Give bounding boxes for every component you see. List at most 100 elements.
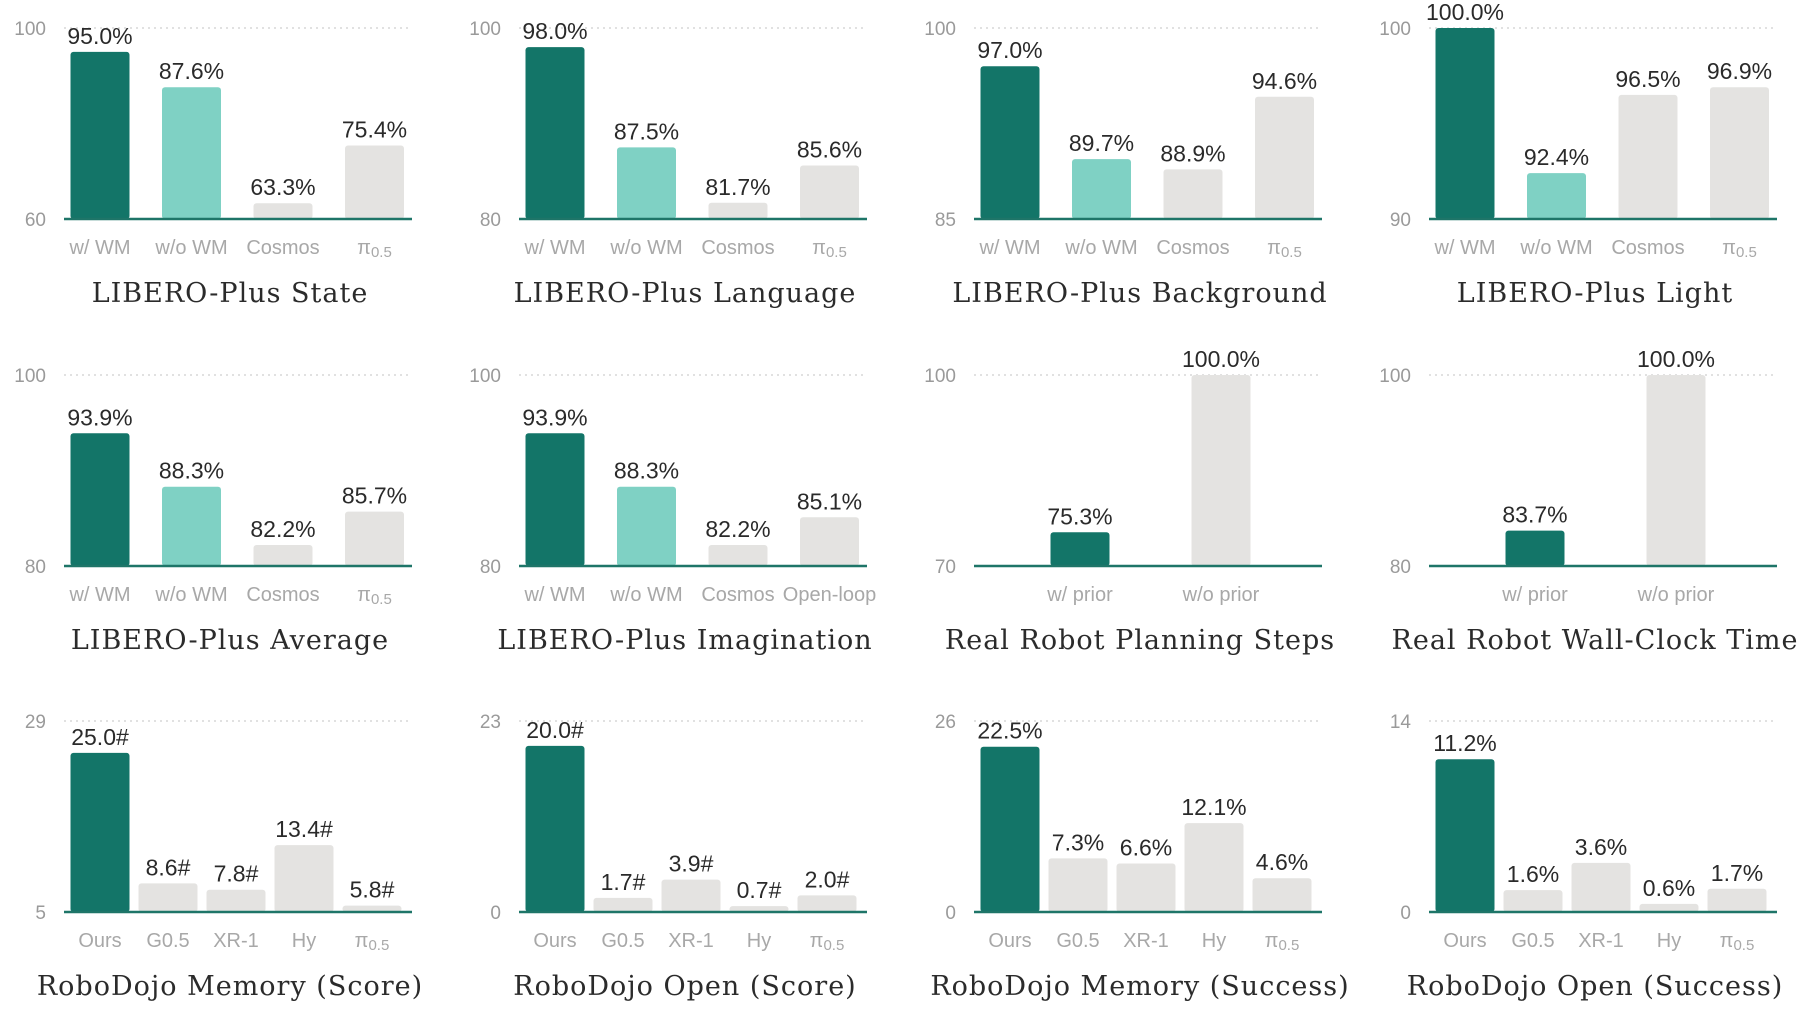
bar [345,145,404,219]
chart-title: LIBERO-Plus Imagination [497,625,873,656]
category-label: π0.5 [1720,930,1755,954]
value-label: 63.3% [250,174,315,200]
chart-panel: 85 100 97.0% w/ WM 89.7% w/o WM 88.9% Cosmos 94.… [910,0,1360,340]
value-label: 25.0# [71,724,129,750]
bar [162,87,221,220]
bar [800,517,859,566]
category-label: Ours [1443,930,1486,952]
value-label: 92.4% [1524,144,1589,170]
value-label: 93.9% [67,404,132,430]
bar-chart: 70 100 75.3% w/ prior 100.0% w/o prior [924,346,1322,606]
value-label: 89.7% [1069,130,1134,156]
category-label: Cosmos [701,584,774,606]
category-label: XR-1 [668,930,714,952]
bar [1639,903,1699,912]
bar [70,752,130,912]
category-label: π0.5 [355,930,390,954]
category-label: XR-1 [1123,930,1169,952]
value-label: 82.2% [705,516,770,542]
bar [1435,759,1495,912]
value-label: 85.6% [797,137,862,163]
value-label: 88.3% [614,458,679,484]
bar [1116,863,1176,912]
category-label: w/o prior [1182,584,1260,606]
bar [253,203,313,219]
bar-chart: 80 100 98.0% w/ WM 87.5% w/o WM 81.7% Cosmos 85.… [469,18,867,261]
chart-title: RoboDojo Memory (Success) [930,971,1350,1002]
bar [525,745,585,912]
category-label: π0.5 [812,237,847,261]
bar [800,165,859,219]
category-label: π0.5 [1267,237,1302,261]
chart-title: RoboDojo Open (Success) [1406,971,1784,1002]
bar-chart: 0 23 20.0# Ours 1.7# G0.5 3.9# XR-1 0.7# Hy 2.0# π0… [480,712,867,954]
bar [70,51,130,219]
category-label: Hy [747,930,771,952]
value-label: 6.6% [1120,835,1172,861]
value-label: 2.0# [805,866,850,892]
bar [1191,375,1251,566]
category-label: Hy [292,930,316,952]
category-label: G0.5 [1511,930,1554,952]
chart-panel: 80 100 93.9% w/ WM 88.3% w/o WM 82.2% Cosmos 85.… [0,347,450,687]
chart-panel: 80 100 98.0% w/ WM 87.5% w/o WM 81.7% Cosmos 85.… [455,0,905,340]
bar [1505,530,1565,566]
chart-title: RoboDojo Memory (Score) [36,971,424,1002]
bar [525,433,585,566]
chart-title: LIBERO-Plus Light [1456,278,1734,309]
category-label: Cosmos [246,584,319,606]
category-label: XR-1 [1578,930,1624,952]
bar-chart: 80 100 93.9% w/ WM 88.3% w/o WM 82.2% Cosmos 85.… [14,366,412,608]
bar [206,889,266,912]
category-label: w/o prior [1637,584,1715,606]
chart-title: LIBERO-Plus Language [513,278,857,309]
bar [525,47,585,219]
chart-panel: 0 26 22.5% Ours 7.3% G0.5 6.6% XR-1 12.1% Hy 4.6% π… [910,693,1360,1033]
y-tick-max: 100 [924,366,956,387]
bar [162,486,221,566]
value-label: 82.2% [250,516,315,542]
value-label: 0.7# [737,877,782,903]
bar [1503,890,1563,912]
y-tick-max: 100 [924,19,956,40]
bar [980,66,1040,219]
category-label: Hy [1657,930,1681,952]
chart-title: Real Robot Wall-Clock Time [1391,625,1799,656]
y-tick-max: 14 [1390,712,1412,733]
bar [1646,375,1706,566]
bar [617,147,676,219]
value-label: 88.9% [1160,140,1225,166]
bar [661,879,721,912]
y-tick-min: 0 [1400,903,1411,924]
value-label: 7.3% [1052,829,1104,855]
chart-panel: 5 29 25.0# Ours 8.6# G0.5 7.8# XR-1 13.4# Hy 5.8# π… [0,693,450,1033]
category-label: G0.5 [601,930,644,952]
bar [729,906,789,912]
value-label: 97.0% [977,37,1042,63]
bar [797,895,857,912]
bar [1571,862,1631,912]
value-label: 12.1% [1181,794,1246,820]
category-label: w/ prior [1046,584,1113,606]
value-label: 20.0# [526,717,584,743]
category-label: w/ WM [1433,237,1495,259]
y-tick-max: 23 [480,712,501,733]
category-label: π0.5 [1722,237,1757,261]
category-label: Ours [78,930,121,952]
category-label: Cosmos [701,237,774,259]
category-label: π0.5 [810,930,845,954]
bar [1163,169,1223,219]
value-label: 85.7% [342,483,407,509]
value-label: 85.1% [797,488,862,514]
value-label: 87.5% [614,118,679,144]
chart-panel: 80 100 83.7% w/ prior 100.0% w/o prior Real Ro… [1365,346,1800,687]
bar [274,845,334,912]
chart-title: Real Robot Planning Steps [944,625,1336,656]
y-tick-min: 80 [480,210,501,231]
value-label: 94.6% [1252,68,1317,94]
y-tick-max: 100 [469,19,501,40]
bar [1072,159,1131,219]
bar-chart: 90 100 100.0% w/ WM 92.4% w/o WM 96.5% Cosmos 96… [1379,0,1777,261]
value-label: 87.6% [159,58,224,84]
